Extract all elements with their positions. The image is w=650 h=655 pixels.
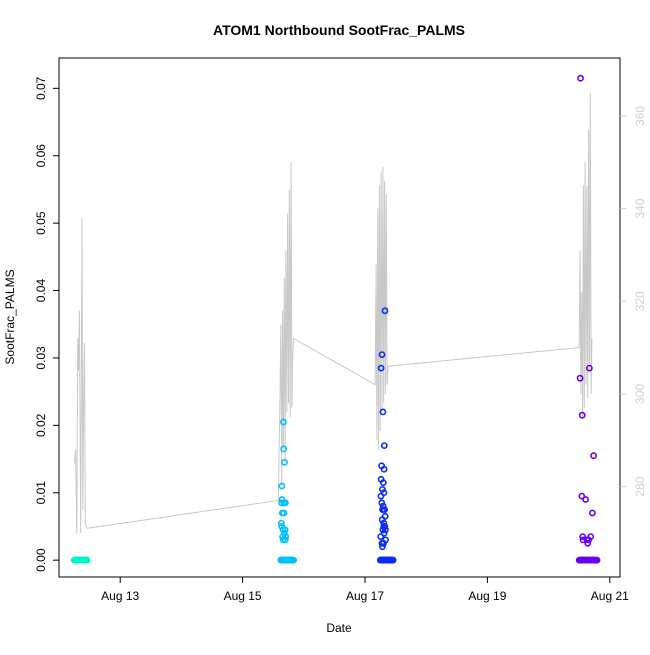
- data-point: [377, 364, 385, 372]
- y2-tick-label: 280: [633, 476, 647, 496]
- data-point: [281, 458, 288, 466]
- data-point: [378, 543, 386, 551]
- data-point: [587, 533, 595, 540]
- y2-tick-label: 300: [633, 384, 647, 404]
- y-tick-label: 0.04: [34, 279, 48, 303]
- data-point: [380, 442, 388, 449]
- data-point: [280, 529, 288, 537]
- x-tick-label: Aug 19: [468, 589, 506, 603]
- x-axis-label: Date: [326, 621, 352, 635]
- data-point: [282, 533, 290, 540]
- x-axis: Aug 13 Aug 15 Aug 17 Aug 19 Aug 21: [101, 577, 629, 603]
- data-point: [378, 485, 386, 493]
- y-tick-label: 0.07: [34, 76, 48, 100]
- data-point: [279, 418, 287, 426]
- data-point: [281, 526, 289, 534]
- data-point: [277, 519, 285, 527]
- data-point: [379, 479, 387, 486]
- data-point: [378, 499, 386, 507]
- data-points: [70, 74, 601, 564]
- data-point: [380, 529, 388, 537]
- data-point: [380, 465, 388, 473]
- data-point: [379, 502, 387, 510]
- data-point-zero: [389, 556, 397, 564]
- series-flight-1: [70, 556, 91, 564]
- data-point-zero: [593, 556, 601, 564]
- data-point-zero: [83, 556, 91, 564]
- y2-tick-label: 320: [633, 291, 647, 311]
- data-point: [380, 489, 388, 497]
- y-axis-right: 280 300 320 340 360: [620, 106, 647, 497]
- data-point: [377, 533, 385, 540]
- chart-title: ATOM1 Northbound SootFrac_PALMS: [213, 22, 465, 38]
- data-point: [378, 351, 386, 358]
- y2-tick-label: 340: [633, 198, 647, 218]
- y-tick-label: 0.06: [34, 144, 48, 168]
- data-point: [586, 364, 593, 372]
- y2-tick-label: 360: [633, 106, 647, 126]
- y-tick-label: 0.00: [34, 548, 48, 572]
- data-point: [584, 539, 592, 547]
- plot-frame: [58, 57, 621, 578]
- y-axis-label: SootFrac_PALMS: [3, 269, 17, 364]
- data-point: [577, 74, 584, 82]
- data-point: [381, 307, 389, 315]
- data-point: [579, 533, 586, 540]
- data-point: [278, 499, 285, 507]
- series-flight-2: [277, 418, 297, 564]
- y-tick-label: 0.01: [34, 481, 48, 505]
- data-point: [578, 411, 586, 419]
- data-point: [380, 519, 388, 527]
- y-tick-label: 0.05: [34, 211, 48, 235]
- data-point: [380, 523, 388, 530]
- data-point: [379, 506, 387, 513]
- x-tick-label: Aug 21: [591, 589, 629, 603]
- x-tick-label: Aug 13: [101, 589, 139, 603]
- x-tick-label: Aug 15: [224, 589, 262, 603]
- data-point: [280, 445, 287, 453]
- data-point: [582, 496, 589, 503]
- data-point: [589, 509, 596, 517]
- y-tick-label: 0.02: [34, 413, 48, 437]
- series-flight-3: [376, 307, 397, 564]
- y-tick-label: 0.03: [34, 346, 48, 370]
- x-tick-label: Aug 17: [346, 589, 384, 603]
- y-axis: 0.00 0.01 0.02 0.03 0.04 0.05 0.06 0.07: [34, 76, 59, 572]
- data-point: [280, 509, 288, 517]
- data-point: [281, 536, 289, 544]
- data-point: [578, 492, 586, 500]
- series-flight-4: [575, 74, 601, 564]
- data-point: [576, 374, 584, 382]
- data-point: [278, 523, 286, 530]
- secondary-line-path: [73, 92, 593, 534]
- plot-border: [58, 57, 621, 578]
- data-point-zero: [290, 556, 297, 564]
- secondary-series-line: [73, 92, 593, 534]
- data-point: [381, 512, 389, 520]
- data-point: [379, 408, 387, 416]
- data-point: [590, 452, 597, 460]
- data-point: [282, 499, 289, 507]
- data-point: [278, 482, 286, 490]
- data-point: [382, 536, 389, 544]
